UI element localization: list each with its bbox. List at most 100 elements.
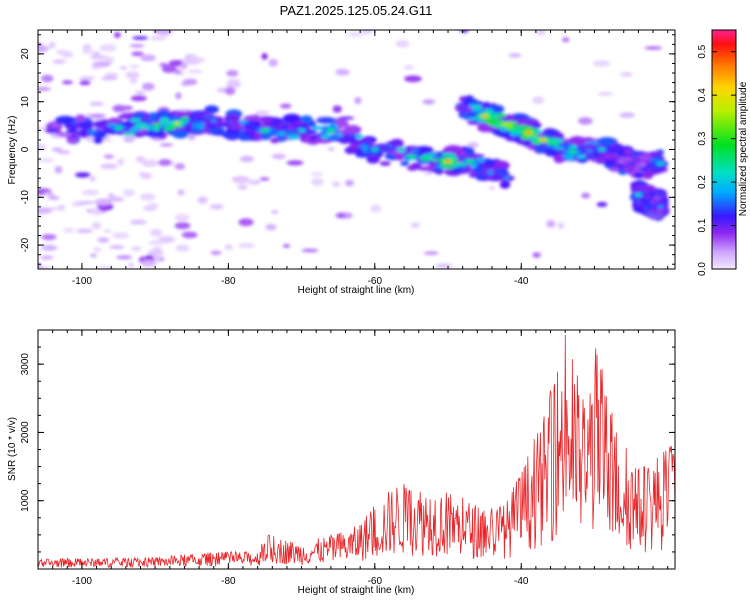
heatmap-cell-157 [147, 249, 164, 256]
spectrogram-xlabel: Height of straight line (km) [298, 285, 415, 296]
heatmap-cell-478 [300, 115, 313, 124]
heatmap-cell-1500 [658, 205, 663, 209]
heatmap-cell-147 [224, 87, 236, 95]
heatmap-cell-1028 [550, 138, 563, 144]
heatmap-cell-460 [211, 131, 227, 136]
heatmap-cell-373 [417, 166, 435, 172]
colorbar: 0.0 0.1 0.2 0.3 0.4 0.5 Normalized spectral a… [697, 29, 749, 276]
heatmap-cell-528 [169, 115, 182, 121]
heatmap-cell-180 [129, 64, 140, 69]
heatmap-cell-14 [226, 70, 239, 77]
heatmap-cell-132 [117, 158, 124, 166]
heatmap-cell-225 [467, 142, 479, 148]
heatmap-cell-135 [97, 265, 114, 269]
heatmap-cell-418 [238, 135, 251, 141]
heatmap-cell-120 [142, 82, 155, 91]
heatmap-cell-173 [40, 255, 54, 260]
heatmap-cell-220 [99, 44, 117, 52]
heatmap-cell-41 [79, 80, 91, 85]
heatmap-cell-172 [89, 176, 96, 182]
heatmap-cell-81 [91, 207, 102, 216]
heatmap-cell-99 [153, 255, 161, 262]
heatmap-cell-7 [159, 143, 174, 147]
heatmap-cell-141 [345, 179, 354, 187]
heatmap-cell-1032 [638, 154, 653, 161]
heatmap-cell-453 [92, 131, 107, 140]
heatmap-cell-64 [139, 193, 156, 201]
heatmap-cell-646 [211, 119, 216, 123]
heatmap-cell-343 [172, 112, 187, 117]
spectrogram-xtick-label-2: -60 [368, 276, 383, 287]
heatmap-cell-488 [366, 154, 380, 164]
heatmap-cell-619 [159, 122, 173, 127]
heatmap-cell-187 [104, 229, 111, 233]
colorbar-tick-label-1: 0.1 [697, 218, 708, 232]
heatmap-cell-876 [516, 139, 531, 145]
heatmap-cell-218 [233, 178, 248, 184]
heatmap-cell-50 [311, 178, 324, 186]
heatmap-cell-1497 [636, 193, 641, 197]
heatmap-cell-24 [286, 160, 304, 166]
heatmap-cell-598 [420, 155, 432, 162]
heatmap-cell-585 [122, 132, 136, 136]
heatmap-cell-207 [619, 112, 636, 118]
heatmap-cell-466 [414, 146, 434, 154]
heatmap-cell-1035 [618, 150, 626, 157]
heatmap-cell-1067 [593, 152, 601, 158]
heatmap-cell-213 [332, 105, 342, 113]
heatmap-cell-667 [467, 160, 473, 163]
heatmap-cell-35 [120, 66, 127, 70]
spectrogram-ytick-label-1: -10 [20, 190, 31, 205]
spectrogram-xtick-label-0: -100 [72, 276, 92, 287]
heatmap-cell-255 [386, 140, 401, 145]
heatmap-cell-151 [620, 72, 633, 77]
heatmap-cell-506 [286, 134, 301, 140]
heatmap-cell-10 [581, 192, 591, 199]
heatmap-cell-126 [508, 53, 522, 58]
heatmap-cell-27 [91, 222, 102, 230]
heatmap-cell-153 [271, 153, 286, 160]
heatmap-cell-927 [544, 147, 559, 157]
heatmap-cell-54 [39, 266, 52, 269]
heatmap-cell-1058 [609, 155, 617, 159]
heatmap-cell-203 [131, 51, 144, 56]
heatmap-cell-1054 [650, 168, 662, 172]
heatmap-cell-44 [125, 71, 140, 79]
heatmap-cell-607 [152, 125, 160, 132]
heatmap-cell-661 [409, 155, 414, 158]
heatmap-cell-457 [316, 116, 336, 124]
heatmap-cell-51 [237, 184, 248, 190]
heatmap-cell-114 [268, 58, 279, 67]
heatmap-cell-2 [103, 154, 115, 159]
heatmap-cell-471 [149, 112, 158, 118]
heatmap-cell-164 [91, 51, 100, 56]
heatmap-cell-1434 [633, 187, 645, 191]
heatmap-cell-802 [553, 153, 566, 164]
heatmap-cell-189 [132, 36, 149, 40]
heatmap-cell-128 [111, 232, 130, 239]
heatmap-cell-36 [38, 87, 51, 91]
snr-ylabel: SNR (10 * v/v) [7, 417, 18, 481]
heatmap-cell-1091 [628, 162, 634, 165]
snr-ticks: -100 -80 -60 -40 1000 2000 3000 [20, 330, 675, 587]
heatmap-cell-143 [57, 150, 71, 155]
heatmap-cell-25 [175, 92, 182, 100]
heatmap-cell-205 [177, 189, 185, 196]
heatmap-cell-89 [122, 189, 136, 197]
heatmap-cell-72 [424, 171, 432, 176]
heatmap-cell-214 [161, 65, 177, 73]
heatmap-cell-171 [209, 204, 224, 210]
heatmap-cell-139 [107, 192, 115, 198]
colorbar-label: Normalized spectral amplitude [738, 81, 749, 216]
heatmap-cell-16 [54, 166, 63, 174]
heatmap-cell-197 [361, 30, 373, 35]
heatmap-cell-670 [504, 177, 509, 180]
heatmap-cell-1088 [599, 148, 604, 151]
heatmap-cell-105 [129, 44, 145, 48]
heatmap-cell-216 [335, 68, 350, 76]
heatmap-cell-131 [48, 42, 56, 49]
heatmap-cell-37 [174, 163, 186, 170]
heatmap-cell-156 [395, 39, 410, 48]
heatmap-cell-872 [614, 143, 623, 149]
heatmap-cell-127 [38, 158, 55, 162]
